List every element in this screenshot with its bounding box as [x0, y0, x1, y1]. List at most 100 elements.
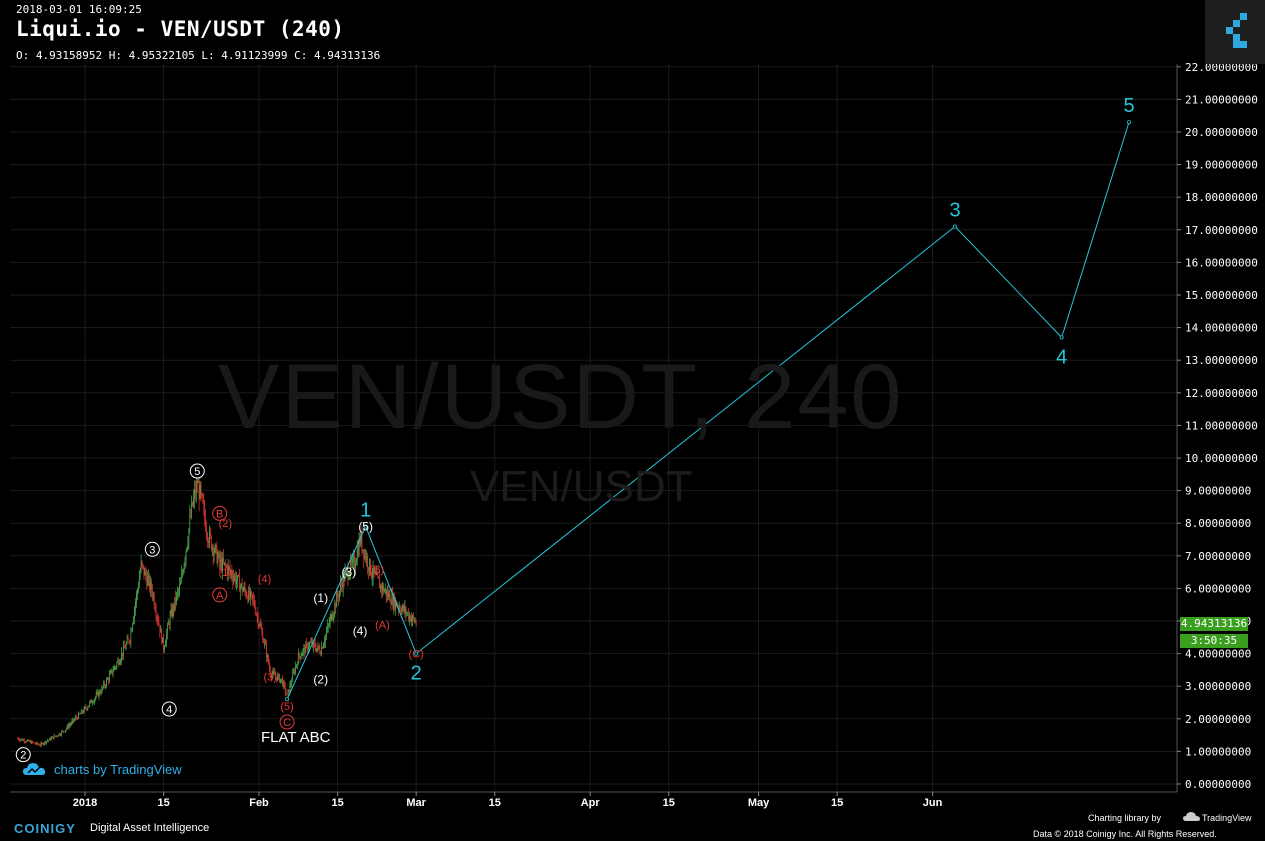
candle-body: [402, 605, 404, 609]
candle-body: [147, 577, 149, 586]
wave-label-red: (B): [370, 564, 385, 576]
candle-body: [74, 719, 76, 721]
candle-body: [366, 556, 367, 560]
candle-body: [50, 738, 51, 741]
wave-label-white-paren: (2): [313, 673, 328, 687]
wave-projection-point: [953, 224, 958, 229]
candle-body: [357, 549, 359, 556]
candle-body: [119, 662, 120, 665]
candle-body: [225, 565, 227, 567]
wave-label-white-5: 5: [194, 466, 200, 478]
candle-body: [107, 678, 108, 680]
candle-body: [358, 538, 360, 556]
candle-body: [374, 572, 376, 574]
flat-abc-annotation: FLAT ABC: [261, 729, 331, 746]
candle-body: [390, 602, 392, 605]
candle-body: [82, 712, 84, 714]
candle-body: [63, 731, 64, 732]
wave-label-white-4: 4: [166, 704, 172, 716]
candle-body: [342, 574, 344, 589]
candle-body: [388, 593, 390, 597]
candle-body: [121, 652, 122, 661]
candle-body: [348, 577, 350, 580]
candle-body: [44, 741, 46, 744]
candle-body: [111, 670, 113, 674]
candle-body: [181, 574, 182, 583]
wave-circle-red: [212, 505, 228, 521]
x-tick-label: 15: [157, 797, 169, 809]
candle-body: [228, 566, 230, 568]
candle-body: [332, 617, 334, 620]
candle-body: [70, 723, 72, 725]
y-tick-label: 22.00000000: [1185, 61, 1258, 74]
candle-body: [378, 576, 380, 579]
candle-body: [190, 516, 192, 518]
candle-body: [403, 605, 405, 612]
candle-body: [46, 741, 47, 744]
candle-body: [317, 645, 319, 649]
candle-body: [218, 553, 220, 557]
wave-circle-red: [279, 714, 295, 730]
candle-body: [127, 638, 129, 640]
candle-body: [79, 713, 81, 715]
candle-body: [144, 570, 146, 576]
candle-body: [288, 689, 290, 693]
candle-body: [253, 598, 254, 600]
candle-body: [345, 569, 347, 572]
candle-body: [75, 717, 76, 720]
candle-body: [61, 731, 62, 735]
candle-body: [293, 671, 294, 674]
candle-body: [305, 643, 307, 654]
candle-body: [412, 615, 413, 620]
candlestick-series: [17, 467, 417, 748]
candle-body: [178, 590, 179, 592]
candle-body: [97, 692, 99, 697]
candle-body: [206, 530, 207, 534]
candle-body: [23, 739, 25, 742]
candle-body: [166, 624, 168, 634]
candle-body: [326, 625, 328, 632]
candle-body: [96, 692, 98, 694]
candle-body: [64, 731, 65, 733]
candle-body: [284, 685, 286, 693]
candle-body: [217, 556, 219, 563]
candle-body: [234, 575, 236, 578]
candle-body: [81, 710, 83, 713]
tradingview-footer-link[interactable]: TradingView: [1202, 813, 1252, 823]
wave-label-red: (A): [375, 619, 390, 631]
candle-body: [369, 559, 371, 575]
candle-body: [301, 654, 303, 657]
candle-body: [49, 738, 50, 741]
candle-body: [191, 502, 192, 517]
candle-body: [66, 725, 68, 729]
candle-body: [411, 619, 412, 622]
wave-label-white-3: 3: [149, 544, 155, 556]
candle-body: [38, 744, 40, 746]
candle-body: [266, 645, 267, 658]
candle-body: [99, 691, 101, 694]
candle-body: [79, 713, 80, 715]
candle-body: [275, 675, 277, 677]
candle-body: [393, 595, 395, 607]
candle-body: [42, 743, 44, 745]
candle-body: [363, 549, 365, 559]
candle-body: [65, 728, 67, 730]
wave-circle-red: [212, 587, 228, 603]
candle-body: [340, 583, 342, 585]
candle-body: [124, 648, 126, 649]
candle-body: [88, 705, 90, 708]
x-tick-label: Mar: [406, 797, 426, 809]
candle-body: [106, 679, 107, 686]
candle-body: [182, 571, 184, 574]
candle-body: [303, 647, 305, 650]
candle-body: [56, 735, 58, 737]
coinigy-logo-icon[interactable]: [1205, 0, 1265, 64]
candle-body: [185, 550, 187, 560]
candle-body: [80, 710, 82, 714]
candle-body: [328, 623, 330, 625]
tradingview-branding[interactable]: charts by TradingView: [54, 762, 182, 777]
candle-body: [33, 742, 34, 744]
candle-body: [53, 735, 55, 739]
candle-body: [408, 612, 410, 620]
